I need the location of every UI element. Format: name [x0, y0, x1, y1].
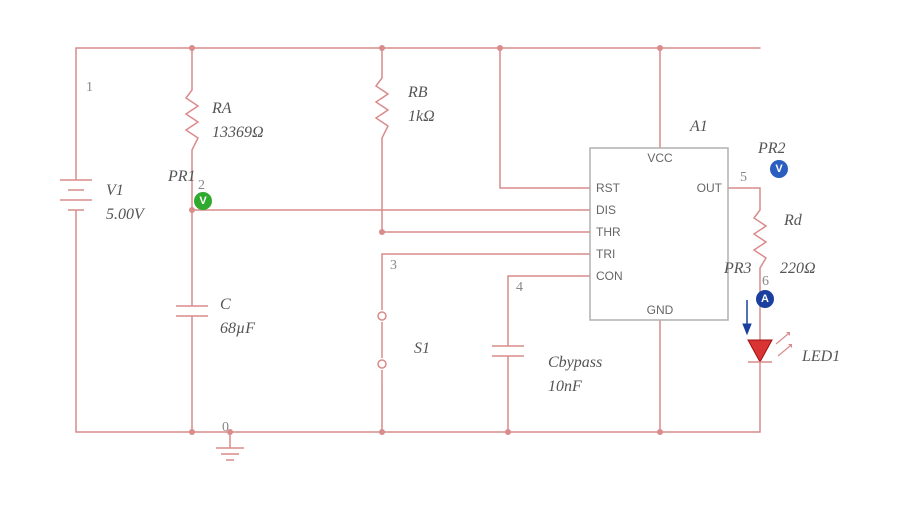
node-5: 5	[740, 170, 747, 186]
switch-S1	[378, 274, 386, 388]
node-3: 3	[390, 258, 397, 274]
ground-symbol	[216, 432, 244, 460]
label-PR1: PR1	[168, 168, 196, 186]
led	[748, 300, 792, 370]
value-V1: 5.00V	[106, 206, 144, 224]
label-RA: RA	[212, 100, 232, 118]
pin-vcc: VCC	[647, 151, 673, 165]
pin-out: OUT	[697, 181, 723, 195]
value-Cbypass: 10nF	[548, 378, 582, 396]
value-RA: 13369Ω	[212, 124, 264, 142]
probe-current-icon: A	[756, 290, 774, 308]
label-PR2: PR2	[758, 140, 786, 158]
capacitor-C	[176, 302, 208, 318]
pin-tri: TRI	[596, 247, 615, 261]
label-Cbypass: Cbypass	[548, 354, 602, 372]
pin-dis: DIS	[596, 203, 616, 217]
value-C: 68µF	[220, 320, 255, 338]
schematic-canvas: VCC GND RST DIS THR TRI CON OUT	[0, 0, 898, 510]
value-Rd: 220Ω	[780, 260, 816, 278]
voltage-source	[60, 170, 92, 215]
resistor-RA	[186, 90, 198, 150]
label-A1: A1	[690, 118, 708, 136]
pin-gnd: GND	[647, 303, 674, 317]
label-C: C	[220, 296, 231, 314]
label-S1: S1	[414, 340, 430, 358]
label-LED1: LED1	[802, 348, 840, 366]
pin-con: CON	[596, 269, 623, 283]
probe-voltage-icon: V	[194, 192, 212, 210]
node-4: 4	[516, 280, 523, 296]
label-Rd: Rd	[784, 212, 802, 230]
resistor-RB	[376, 78, 388, 138]
pin-thr: THR	[596, 225, 621, 239]
label-PR3: PR3	[724, 260, 752, 278]
pin-rst: RST	[596, 181, 621, 195]
label-RB: RB	[408, 84, 428, 102]
ic-555: VCC GND RST DIS THR TRI CON OUT	[590, 148, 728, 320]
label-V1: V1	[106, 182, 124, 200]
value-RB: 1kΩ	[408, 108, 435, 126]
node-0: 0	[222, 420, 229, 436]
resistor-Rd	[754, 210, 766, 268]
node-1: 1	[86, 80, 93, 96]
capacitor-Cbypass	[492, 342, 524, 358]
probe-voltage-icon: V	[770, 160, 788, 178]
node-6: 6	[762, 274, 769, 290]
